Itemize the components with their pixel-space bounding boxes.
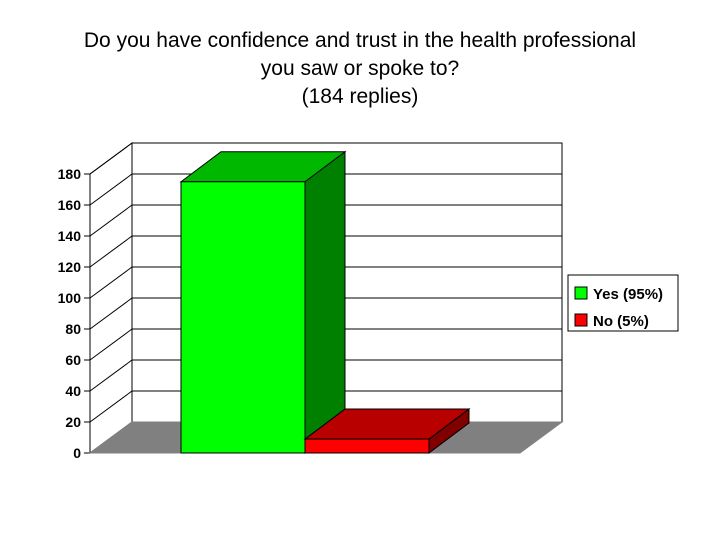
chart-title: Do you have confidence and trust in the … <box>84 29 636 108</box>
y-tick-label: 80 <box>65 321 81 337</box>
y-tick-label: 20 <box>65 414 81 430</box>
gridline <box>89 204 562 237</box>
y-tick-label: 40 <box>65 383 81 399</box>
y-tick-label: 180 <box>58 166 82 182</box>
y-tick-label: 160 <box>58 197 82 213</box>
bar-side <box>304 150 346 454</box>
y-tick-label: 60 <box>65 352 81 368</box>
y-tick-label: 100 <box>58 290 82 306</box>
legend-label: No (5%) <box>593 313 649 330</box>
gridline <box>89 297 562 330</box>
legend-swatch <box>574 313 588 327</box>
plot-area: 0 20 40 60 80 100 120 140 160 180 <box>58 142 564 461</box>
gridline <box>89 266 562 299</box>
bar-front <box>304 438 430 454</box>
y-tick-label: 140 <box>58 228 82 244</box>
title-line-2: you saw or spoke to? <box>261 57 459 80</box>
title-line-1: Do you have confidence and trust in the … <box>84 29 636 52</box>
gridline <box>89 173 562 206</box>
title-line-3: (184 replies) <box>302 85 419 108</box>
y-tick-label: 0 <box>73 445 81 461</box>
bar-no <box>303 408 471 454</box>
gridline <box>89 390 562 423</box>
bar-front <box>180 181 306 454</box>
y-tick-label: 120 <box>58 259 82 275</box>
gridline <box>89 359 562 392</box>
gridline <box>89 235 562 268</box>
gridline <box>89 328 562 361</box>
legend-label: Yes (95%) <box>593 286 663 303</box>
legend-swatch <box>574 286 588 300</box>
legend: Yes (95%) No (5%) <box>567 274 679 332</box>
gridline <box>89 142 562 175</box>
bar-yes <box>179 150 347 454</box>
